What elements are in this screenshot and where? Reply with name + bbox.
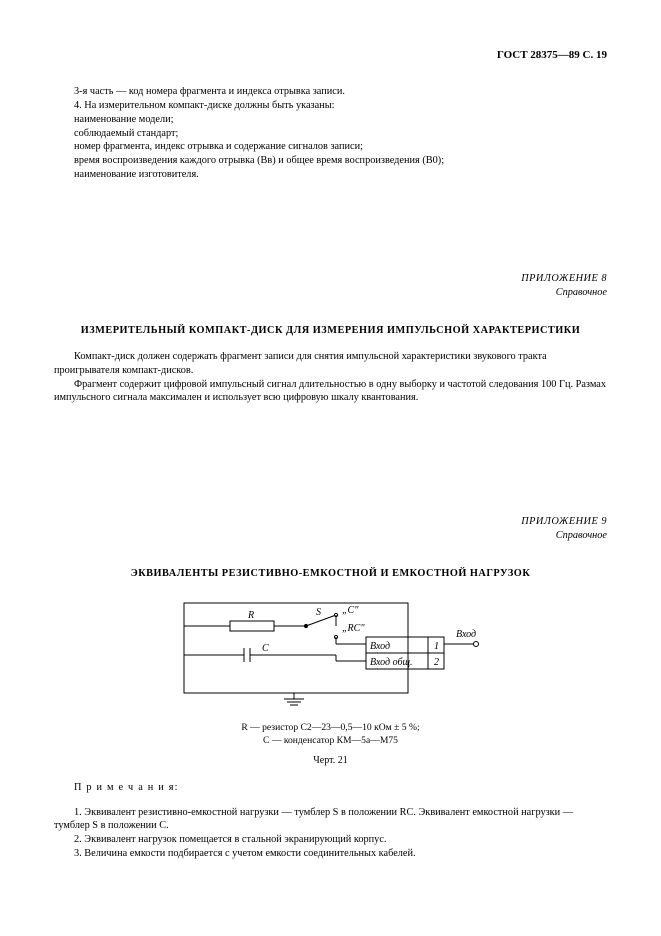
appendix-9-title: ПРИЛОЖЕНИЕ 9	[54, 515, 607, 529]
note-item: 1. Эквивалент резистивно-емкостной нагру…	[54, 806, 607, 834]
svg-text:R: R	[247, 610, 254, 621]
top-line: 3-я часть — код номера фрагмента и индек…	[54, 85, 607, 99]
svg-text:„C": „C"	[342, 605, 359, 616]
svg-text:C: C	[262, 643, 269, 654]
svg-text:2: 2	[434, 657, 439, 668]
figure-label: Черт. 21	[54, 754, 607, 768]
circuit-diagram: R S „C" „RC" C Вход 1 Вход общ. 2 Вход	[54, 593, 607, 713]
top-line: наименование модели;	[54, 113, 607, 127]
svg-text:Вход общ.: Вход общ.	[370, 657, 413, 668]
svg-text:S: S	[316, 607, 321, 618]
section-8-para: Компакт-диск должен содержать фрагмент з…	[54, 350, 607, 378]
appendix-8-title: ПРИЛОЖЕНИЕ 8	[54, 272, 607, 286]
section-8-title: ИЗМЕРИТЕЛЬНЫЙ КОМПАКТ-ДИСК ДЛЯ ИЗМЕРЕНИЯ…	[54, 324, 607, 338]
caption-line: C — конденсатор КМ—5а—М75	[263, 735, 398, 746]
doc-header: ГОСТ 28375—89 С. 19	[54, 48, 607, 63]
top-line: 4. На измерительном компакт-диске должны…	[54, 99, 607, 113]
top-line: наименование изготовителя.	[54, 168, 607, 182]
svg-text:Вход: Вход	[456, 629, 476, 640]
diagram-caption: R — резистор С2—23—0,5—10 кОм ± 5 %; C —…	[54, 721, 607, 748]
top-line: время воспроизведения каждого отрывка (B…	[54, 154, 607, 168]
appendix-9-sub: Справочное	[54, 529, 607, 543]
top-line: номер фрагмента, индекс отрывка и содерж…	[54, 140, 607, 154]
note-item: 3. Величина емкости подбирается с учетом…	[54, 847, 607, 861]
notes-heading: П р и м е ч а н и я:	[54, 781, 607, 795]
svg-text:1: 1	[434, 641, 439, 652]
page: ГОСТ 28375—89 С. 19 3-я часть — код номе…	[0, 0, 661, 936]
appendix-9-block: ПРИЛОЖЕНИЕ 9 Справочное	[54, 515, 607, 543]
caption-line: R — резистор С2—23—0,5—10 кОм ± 5 %;	[241, 722, 419, 733]
section-8-para: Фрагмент содержит цифровой импульсный си…	[54, 378, 607, 406]
top-line: соблюдаемый стандарт;	[54, 127, 607, 141]
top-block: 3-я часть — код номера фрагмента и индек…	[54, 85, 607, 182]
svg-text:„RC": „RC"	[342, 623, 365, 634]
svg-text:Вход: Вход	[370, 641, 390, 652]
appendix-8-block: ПРИЛОЖЕНИЕ 8 Справочное	[54, 272, 607, 300]
note-item: 2. Эквивалент нагрузок помещается в стал…	[54, 833, 607, 847]
section-9-title: ЭКВИВАЛЕНТЫ РЕЗИСТИВНО-ЕМКОСТНОЙ И ЕМКОС…	[54, 567, 607, 581]
appendix-8-sub: Справочное	[54, 286, 607, 300]
